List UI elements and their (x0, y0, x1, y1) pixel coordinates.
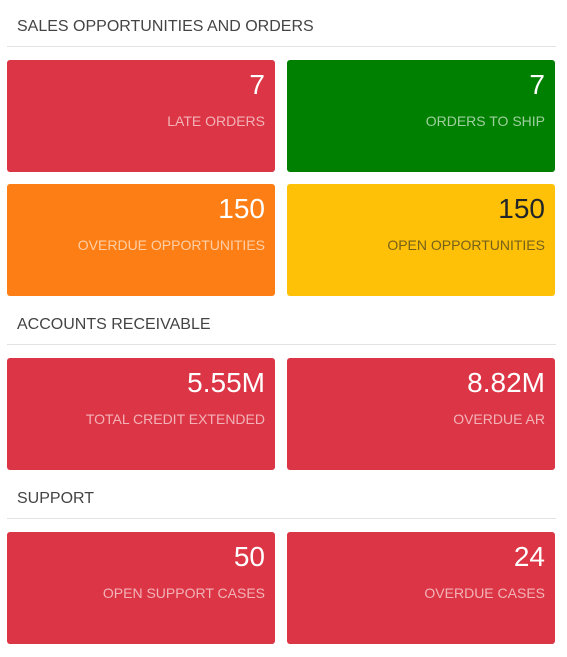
tile-group: 50 OPEN SUPPORT CASES 24 OVERDUE CASES (7, 532, 556, 644)
tile-late-orders[interactable]: 7 LATE ORDERS (7, 60, 275, 172)
tile-label: LATE ORDERS (167, 113, 265, 129)
tile-open-opportunities[interactable]: 150 OPEN OPPORTUNITIES (287, 184, 555, 296)
tile-value: 24 (513, 541, 545, 572)
tile-label: OVERDUE AR (453, 411, 545, 427)
tile-label: OPEN SUPPORT CASES (102, 585, 265, 601)
tile-label: OPEN OPPORTUNITIES (387, 237, 545, 253)
tile-value: 50 (233, 541, 265, 572)
tile-orders-to-ship[interactable]: 7 ORDERS TO SHIP (287, 60, 555, 172)
tile-group: 7 LATE ORDERS 7 ORDERS TO SHIP 150 OVERD… (7, 60, 556, 296)
tile-label: TOTAL CREDIT EXTENDED (85, 411, 265, 427)
tile-value: 5.55M (187, 367, 265, 398)
tile-open-support-cases[interactable]: 50 OPEN SUPPORT CASES (7, 532, 275, 644)
tile-value: 7 (529, 69, 545, 100)
tile-value: 8.82M (467, 367, 545, 398)
section-title: SUPPORT (7, 479, 556, 519)
section-title: SALES OPPORTUNITIES AND ORDERS (7, 7, 556, 47)
tile-label: OVERDUE CASES (424, 585, 545, 601)
tile-value: 150 (218, 193, 265, 224)
tile-label: ORDERS TO SHIP (425, 113, 545, 129)
tile-total-credit-extended[interactable]: 5.55M TOTAL CREDIT EXTENDED (7, 358, 275, 470)
section-sales-opportunities-orders: SALES OPPORTUNITIES AND ORDERS 7 LATE OR… (7, 7, 556, 296)
section-title: ACCOUNTS RECEIVABLE (7, 305, 556, 345)
tile-overdue-cases[interactable]: 24 OVERDUE CASES (287, 532, 555, 644)
tile-group: 5.55M TOTAL CREDIT EXTENDED 8.82M OVERDU… (7, 358, 556, 470)
tile-overdue-ar[interactable]: 8.82M OVERDUE AR (287, 358, 555, 470)
tile-value: 150 (498, 193, 545, 224)
section-accounts-receivable: ACCOUNTS RECEIVABLE 5.55M TOTAL CREDIT E… (7, 305, 556, 470)
tile-label: OVERDUE OPPORTUNITIES (77, 237, 265, 253)
tile-value: 7 (249, 69, 265, 100)
section-support: SUPPORT 50 OPEN SUPPORT CASES 24 OVERDUE… (7, 479, 556, 644)
tile-overdue-opportunities[interactable]: 150 OVERDUE OPPORTUNITIES (7, 184, 275, 296)
